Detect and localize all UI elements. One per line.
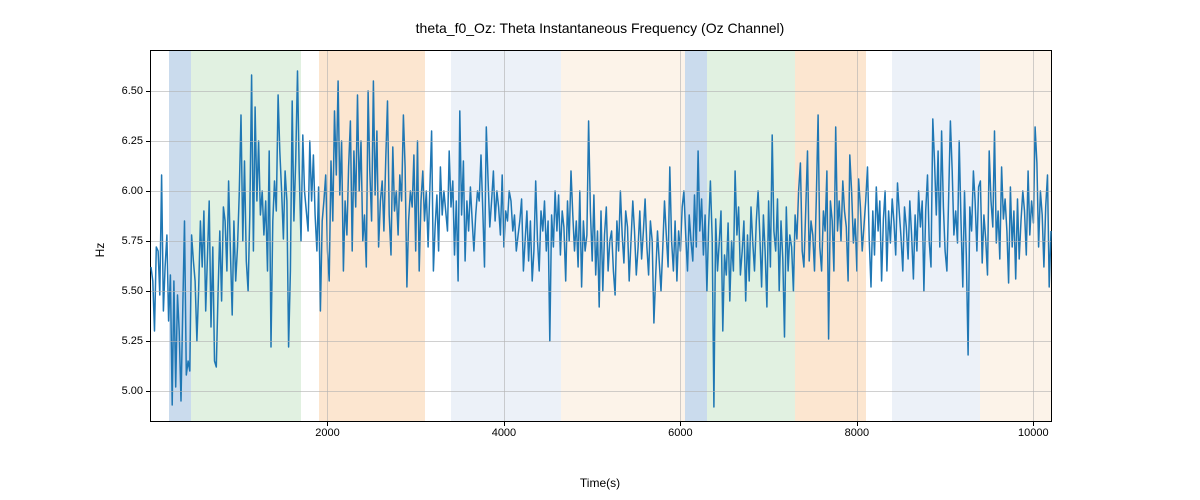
xtick-mark [1033, 421, 1034, 426]
ytick-label: 5.25 [122, 335, 143, 347]
gridline-horizontal [151, 291, 1051, 292]
ytick-mark [146, 391, 151, 392]
y-axis-label: Hz [93, 243, 107, 258]
gridline-horizontal [151, 141, 1051, 142]
ytick-label: 5.00 [122, 385, 143, 397]
ytick-mark [146, 141, 151, 142]
gridline-vertical [327, 51, 328, 421]
ytick-mark [146, 91, 151, 92]
gridline-vertical [1033, 51, 1034, 421]
chart-title: theta_f0_Oz: Theta Instantaneous Frequen… [0, 20, 1200, 36]
ytick-label: 5.50 [122, 285, 143, 297]
gridline-horizontal [151, 341, 1051, 342]
ytick-label: 6.25 [122, 135, 143, 147]
series-line [151, 71, 1051, 407]
xtick-mark [504, 421, 505, 426]
xtick-label: 10000 [1018, 427, 1049, 439]
xtick-mark [857, 421, 858, 426]
gridline-vertical [680, 51, 681, 421]
figure: theta_f0_Oz: Theta Instantaneous Frequen… [0, 0, 1200, 500]
gridline-horizontal [151, 91, 1051, 92]
xtick-label: 6000 [668, 427, 692, 439]
xtick-label: 8000 [845, 427, 869, 439]
ytick-mark [146, 341, 151, 342]
ytick-label: 5.75 [122, 235, 143, 247]
ytick-mark [146, 191, 151, 192]
ytick-mark [146, 241, 151, 242]
plot-area: 5.005.255.505.756.006.256.50200040006000… [150, 50, 1052, 422]
gridline-horizontal [151, 391, 1051, 392]
ytick-label: 6.00 [122, 185, 143, 197]
gridline-vertical [504, 51, 505, 421]
gridline-vertical [857, 51, 858, 421]
x-axis-label: Time(s) [0, 476, 1200, 490]
ytick-mark [146, 291, 151, 292]
xtick-label: 2000 [315, 427, 339, 439]
xtick-mark [327, 421, 328, 426]
gridline-horizontal [151, 191, 1051, 192]
gridline-horizontal [151, 241, 1051, 242]
xtick-label: 4000 [492, 427, 516, 439]
ytick-label: 6.50 [122, 85, 143, 97]
line-layer [151, 51, 1051, 421]
xtick-mark [680, 421, 681, 426]
